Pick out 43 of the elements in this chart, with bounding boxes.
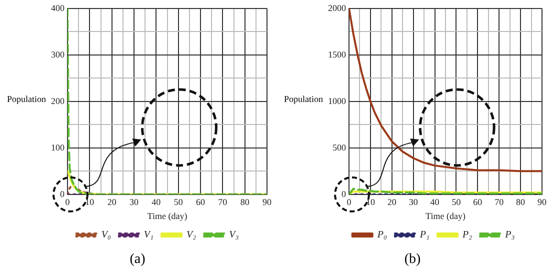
x-tick-label: 60 [196,197,206,208]
legend-label: P₂ [462,230,473,241]
y-tick-label: 400 [51,2,65,13]
y-tick-label: 300 [51,49,65,60]
x-tick-label: 10 [85,197,95,208]
y-tick-label: 100 [51,142,65,152]
y-axis-title: Population [284,94,324,104]
x-axis-title: Time (day) [147,210,188,221]
x-tick-label: 10 [366,197,376,208]
x-axis-title: Time (day) [426,210,466,221]
text: (a) [128,252,146,268]
x-tick-label: 50 [452,197,462,208]
x-tick-label: 40 [152,197,162,208]
y-tick-label: 0 [342,188,346,199]
y-tick-label: 1000 [328,96,346,106]
x-tick-label: 40 [430,197,440,208]
x-tick-label: 30 [130,197,139,208]
y-tick-label: 500 [332,142,346,152]
legend-label: V₀ [101,230,112,241]
x-tick-label: 50 [174,197,184,208]
y-tick-label: 200 [51,96,65,106]
x-tick-label: 20 [387,197,397,208]
y-tick-label: 0 [60,188,65,199]
x-tick-label: 80 [516,197,526,208]
line-series [68,8,267,194]
x-tick-label: 30 [408,197,418,208]
legend-label: V₁ [144,230,154,241]
y-tick-label: 2000 [328,2,346,13]
legend-label: P₁ [418,230,430,241]
x-tick-label: 70 [218,197,228,208]
legend-label: V₂ [186,230,197,241]
x-tick-label: 90 [262,197,272,208]
x-tick-label: 70 [494,197,504,208]
legend-label: P₀ [376,230,388,241]
x-tick-label: 60 [473,197,483,208]
text: (b) [403,252,422,268]
legend-label: V₃ [229,230,240,241]
x-tick-label: 20 [107,197,117,208]
y-axis-title: Population [7,94,46,104]
x-tick-label: 90 [538,197,547,208]
y-tick-label: 1500 [328,49,346,60]
x-tick-label: 80 [240,197,250,208]
legend-label: P₃ [504,230,516,241]
